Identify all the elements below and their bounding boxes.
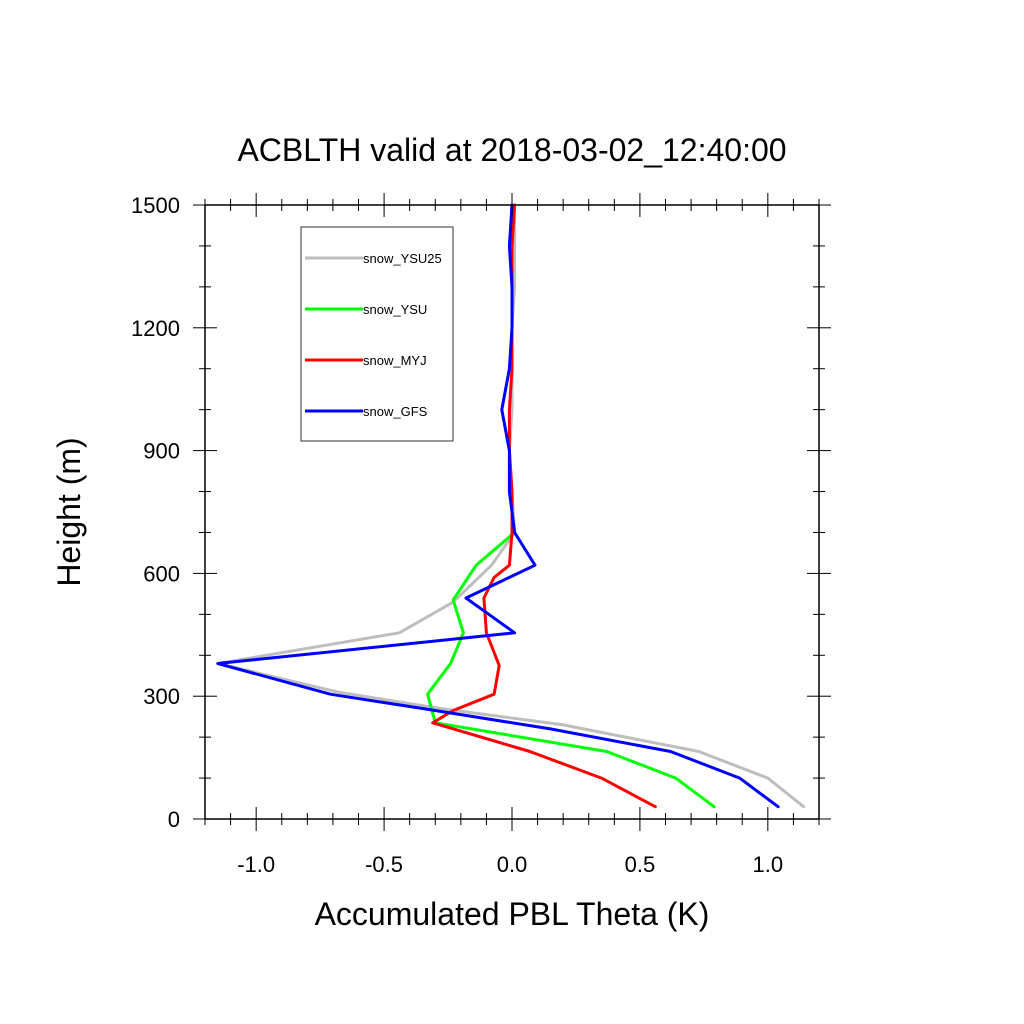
y-tick-label: 0 xyxy=(168,807,180,832)
x-axis-label: Accumulated PBL Theta (K) xyxy=(315,896,710,932)
legend: snow_YSU25 snow_YSU snow_MYJ snow_GFS xyxy=(300,226,454,442)
x-tick-label: 0.5 xyxy=(625,852,656,877)
legend-label-snow_GFS: snow_GFS xyxy=(363,404,428,419)
x-tick-label: 0.0 xyxy=(497,852,528,877)
y-tick-label: 600 xyxy=(143,561,180,586)
legend-label-snow_YSU: snow_YSU xyxy=(363,302,427,317)
series-line-snow_YSU xyxy=(426,531,716,809)
y-tick-label: 1200 xyxy=(131,316,180,341)
x-tick-label: -1.0 xyxy=(237,852,275,877)
legend-label-snow_YSU25: snow_YSU25 xyxy=(363,251,442,266)
legend-label-snow_MYJ: snow_MYJ xyxy=(363,353,427,368)
x-tick-label: -0.5 xyxy=(365,852,403,877)
x-tick-label: 1.0 xyxy=(753,852,784,877)
series-layer xyxy=(216,203,806,809)
chart-title: ACBLTH valid at 2018-03-02_12:40:00 xyxy=(237,132,786,168)
ticks-layer: -1.0 -0.5 0.0 0.5 1.0 0 300 600 900 1200 1500 xyxy=(131,193,831,877)
series-line-snow_GFS xyxy=(216,203,780,809)
y-tick-label: 300 xyxy=(143,684,180,709)
y-tick-label: 900 xyxy=(143,439,180,464)
legend-box xyxy=(300,226,454,442)
plot-frame xyxy=(204,204,820,820)
y-tick-label: 1500 xyxy=(131,193,180,218)
y-axis-label: Height (m) xyxy=(51,437,87,586)
